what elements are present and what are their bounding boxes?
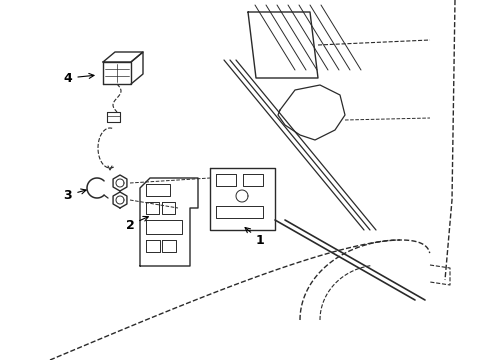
Text: 4: 4 bbox=[63, 72, 94, 85]
Text: 1: 1 bbox=[244, 228, 264, 247]
Text: 2: 2 bbox=[125, 216, 148, 231]
Text: 3: 3 bbox=[63, 189, 86, 202]
